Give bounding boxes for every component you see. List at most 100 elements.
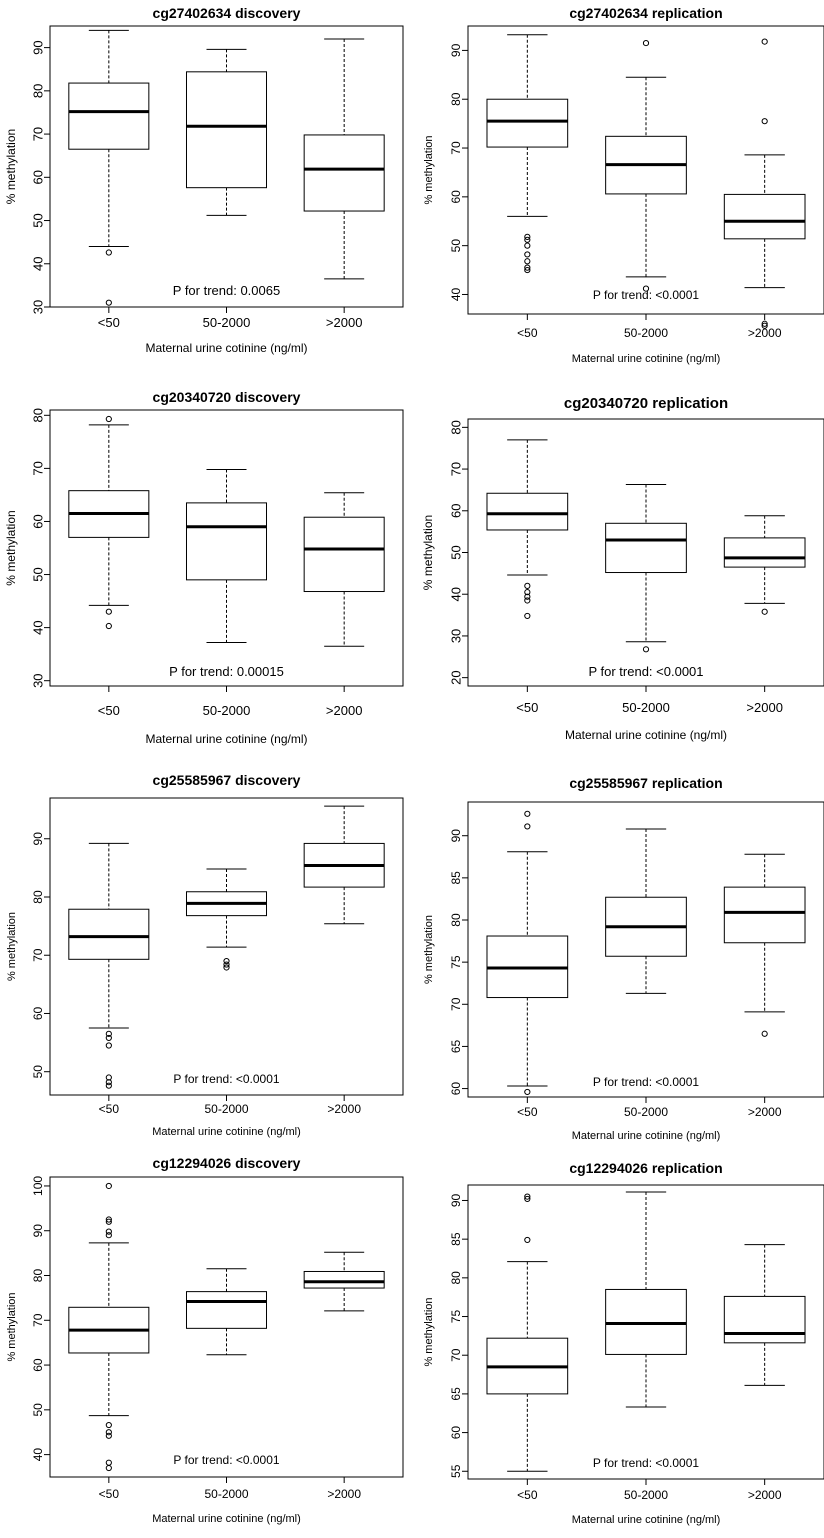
outlier-point (105, 1030, 112, 1037)
y-axis-label: % methylation (4, 129, 18, 204)
y-tick-label: 70 (31, 1313, 45, 1327)
x-axis-label: Maternal urine cotinine (ng/ml) (572, 1514, 721, 1526)
iqr-box (723, 537, 806, 568)
y-axis-label: % methylation (423, 135, 435, 204)
boxplot-chart: cg27402634 discovery 30 40 50 60 70 80 90 % meth… (4, 5, 404, 355)
x-tick-label: 50-2000 (624, 326, 668, 340)
y-tick-label: 60 (30, 170, 45, 184)
iqr-box (486, 492, 569, 531)
x-tick-label: >2000 (327, 1487, 361, 1501)
y-tick-label: 70 (31, 948, 45, 962)
y-tick-label: 60 (449, 1426, 463, 1440)
y-tick-label: 70 (448, 462, 463, 476)
y-tick-label: 80 (31, 890, 45, 904)
outlier-point (105, 1459, 112, 1466)
boxplot-chart: cg25585967 replication 60 65 70 75 80 85 90 % me… (423, 775, 824, 1142)
outlier-point (761, 38, 768, 45)
chart-title: cg25585967 discovery (153, 772, 301, 788)
y-tick-label: 70 (449, 1348, 463, 1362)
outlier-point (105, 1228, 112, 1235)
chart-panel: cg12294026 discovery 40 50 60 70 80 90 100 % met… (0, 1149, 412, 1533)
outlier-point (761, 118, 768, 125)
iqr-box (68, 82, 150, 150)
y-axis-label: % methylation (423, 915, 435, 984)
y-tick-label: 65 (449, 1387, 463, 1401)
y-tick-label: 60 (448, 504, 463, 518)
outlier-point (524, 593, 531, 600)
y-tick-label: 80 (31, 1269, 45, 1283)
x-tick-label: 50-2000 (204, 1487, 248, 1501)
x-tick-label: <50 (98, 315, 120, 330)
outlier-point (524, 612, 531, 620)
y-tick-label: 50 (30, 567, 45, 581)
y-tick-label: 80 (449, 92, 463, 106)
y-tick-label: 50 (31, 1403, 45, 1417)
outlier-point (524, 1193, 531, 1200)
outlier-point (105, 1042, 112, 1049)
outlier-point (761, 1030, 768, 1037)
x-tick-label: >2000 (748, 1488, 782, 1502)
y-tick-label: 90 (31, 1224, 45, 1238)
outlier-point (524, 597, 531, 604)
x-tick-label: <50 (99, 1102, 120, 1116)
y-tick-label: 80 (30, 408, 45, 422)
outlier-point (105, 1218, 112, 1225)
outlier-point (105, 1074, 112, 1081)
outlier-point (223, 961, 230, 968)
x-tick-label: 50-2000 (204, 1102, 248, 1116)
y-tick-label: 70 (30, 127, 45, 141)
y-tick-label: 60 (449, 1082, 463, 1096)
y-tick-label: 50 (30, 213, 45, 227)
iqr-box (723, 1295, 806, 1344)
x-tick-label: >2000 (327, 1102, 361, 1116)
boxplot-chart: cg20340720 discovery 30 40 50 60 70 80 % methyl… (4, 389, 404, 746)
outlier-point (524, 1088, 531, 1096)
x-axis-label: Maternal urine cotinine (ng/ml) (145, 732, 307, 746)
chart-title: cg12294026 replication (569, 1160, 722, 1176)
p-trend-annotation: P for trend: 0.00015 (169, 664, 284, 679)
y-tick-label: 70 (30, 461, 45, 475)
outlier-point (105, 1216, 112, 1223)
outlier-point (105, 608, 112, 615)
boxplot-chart: cg20340720 replication 20 30 40 50 60 70 80 % me… (421, 395, 824, 742)
y-tick-label: 90 (30, 40, 45, 54)
outlier-point (524, 258, 531, 265)
y-tick-label: 90 (449, 829, 463, 843)
outlier-point (223, 964, 230, 971)
p-trend-annotation: P for trend: <0.0001 (593, 1456, 700, 1470)
outlier-point (524, 582, 531, 589)
outlier-point (105, 1034, 112, 1042)
outlier-point (642, 39, 650, 47)
chart-title: cg20340720 discovery (153, 389, 301, 405)
y-tick-label: 75 (449, 955, 463, 969)
iqr-box (68, 908, 150, 960)
y-tick-label: 20 (448, 670, 463, 684)
boxplot-chart: cg27402634 replication 40 50 60 70 80 90 % meth… (423, 5, 824, 365)
iqr-box (185, 71, 268, 189)
outlier-point (642, 285, 650, 292)
y-tick-label: 80 (448, 420, 463, 434)
y-tick-label: 30 (30, 300, 45, 314)
y-tick-label: 70 (449, 141, 463, 155)
y-tick-label: 60 (31, 1358, 45, 1372)
x-tick-label: 50-2000 (622, 700, 670, 715)
iqr-box (723, 193, 806, 240)
y-axis-label: % methylation (4, 510, 18, 585)
y-tick-label: 50 (449, 239, 463, 253)
iqr-box (303, 134, 385, 212)
outlier-point (105, 1429, 112, 1436)
x-axis-label: Maternal urine cotinine (ng/ml) (565, 728, 727, 742)
y-tick-label: 40 (448, 587, 463, 601)
outlier-point (524, 251, 531, 258)
iqr-box (605, 1288, 687, 1355)
outlier-point (524, 810, 531, 817)
iqr-box (723, 886, 806, 944)
outlier-point (105, 1079, 112, 1086)
x-tick-label: 50-2000 (624, 1488, 668, 1502)
chart-title: cg12294026 discovery (153, 1155, 301, 1171)
chart-panel: cg25585967 replication 60 65 70 75 80 85 90 % me… (412, 766, 824, 1149)
y-tick-label: 70 (449, 997, 463, 1011)
outlier-point (761, 608, 768, 615)
outlier-point (524, 1236, 531, 1244)
